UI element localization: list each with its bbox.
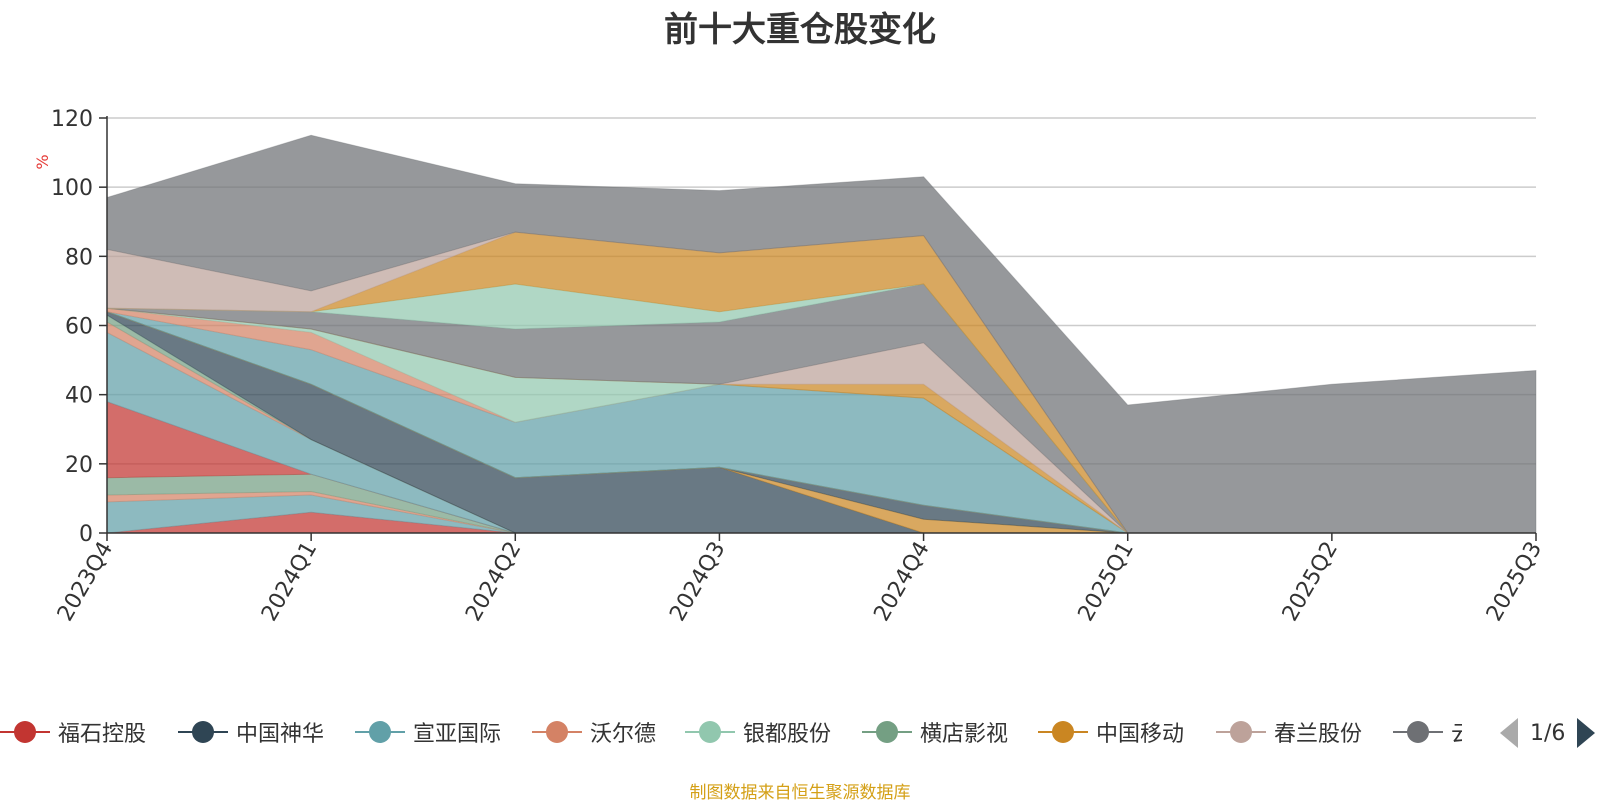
legend-marker-icon xyxy=(1216,720,1266,744)
legend-label: 中国神华 xyxy=(236,722,325,747)
y-tick-label: 20 xyxy=(65,453,93,478)
y-tick-label: 80 xyxy=(65,245,93,270)
legend-items: 福石控股 中国神华 宣亚国际 沃尔德 银都股份 横店影视 中国移动 春兰股份 云南白药 xyxy=(0,712,1462,752)
area-band xyxy=(106,307,1536,534)
legend-pager: 1/6 xyxy=(1500,718,1596,748)
x-tick-label: 2025Q2 xyxy=(1278,538,1343,626)
x-tick-label: 2023Q4 xyxy=(53,538,118,626)
legend-prev-arrow-icon[interactable] xyxy=(1500,718,1518,748)
legend-marker-icon xyxy=(178,720,228,744)
area-band xyxy=(106,231,1536,534)
legend-item[interactable]: 春兰股份 xyxy=(1216,712,1362,752)
legend-item[interactable]: 福石控股 xyxy=(0,712,146,752)
x-tick-label: 2025Q3 xyxy=(1482,538,1547,626)
legend-item[interactable]: 中国移动 xyxy=(1038,712,1184,752)
y-tick-label: 60 xyxy=(65,315,93,340)
area-band xyxy=(106,307,1536,534)
chart-title: 前十大重仓股变化 xyxy=(664,10,936,50)
x-tick-label: 2024Q2 xyxy=(461,538,526,626)
legend-label: 福石控股 xyxy=(58,722,147,747)
legend-marker-icon xyxy=(685,720,735,744)
y-axis-label: % xyxy=(33,154,52,169)
legend-item[interactable]: 横店影视 xyxy=(862,712,1008,752)
y-tick-label: 120 xyxy=(51,107,93,132)
legend-item[interactable]: 中国神华 xyxy=(178,712,324,752)
legend-marker-icon xyxy=(0,720,50,744)
x-tick-label: 2024Q3 xyxy=(665,538,730,626)
legend-next-arrow-icon[interactable] xyxy=(1577,718,1596,748)
area-band xyxy=(106,283,1536,534)
area-bands xyxy=(106,134,1537,534)
legend-marker-icon xyxy=(1038,720,1088,744)
legend-marker-icon xyxy=(355,720,405,744)
legend: 福石控股 中国神华 宣亚国际 沃尔德 银都股份 横店影视 中国移动 春兰股份 云南白药 xyxy=(0,712,1600,752)
legend-label: 银都股份 xyxy=(743,722,832,747)
legend-label: 春兰股份 xyxy=(1274,722,1363,747)
y-tick-label: 40 xyxy=(65,384,93,409)
legend-page-indicator: 1/6 xyxy=(1530,720,1566,746)
legend-marker-icon xyxy=(532,720,582,744)
legend-label: 中国移动 xyxy=(1096,722,1185,747)
y-tick-label: 100 xyxy=(51,176,93,201)
area-band xyxy=(106,311,1536,534)
y-tick-label: 0 xyxy=(79,522,93,547)
legend-label: 沃尔德 xyxy=(590,722,657,747)
legend-label: 横店影视 xyxy=(920,722,1009,747)
legend-item[interactable]: 宣亚国际 xyxy=(355,712,501,752)
x-tick-label: 2025Q1 xyxy=(1074,538,1139,626)
chart-plot: 0 20 40 60 80 100 120 2023Q4 2024Q1 2024Q2 2024Q3 2… xyxy=(33,107,1547,626)
legend-marker-icon xyxy=(1393,720,1443,744)
source-note: 制图数据来自恒生聚源数据库 xyxy=(689,783,911,803)
area-band xyxy=(106,307,1536,534)
x-tick-label: 2024Q4 xyxy=(869,538,934,626)
x-tick-label: 2024Q1 xyxy=(257,538,322,626)
legend-label: 云南白药 xyxy=(1451,716,1462,748)
legend-marker-icon xyxy=(862,720,912,744)
legend-item[interactable]: 沃尔德 xyxy=(532,712,656,752)
legend-label: 宣亚国际 xyxy=(413,722,502,747)
legend-item[interactable]: 云南白药 xyxy=(1393,712,1462,752)
legend-item[interactable]: 银都股份 xyxy=(685,712,831,752)
